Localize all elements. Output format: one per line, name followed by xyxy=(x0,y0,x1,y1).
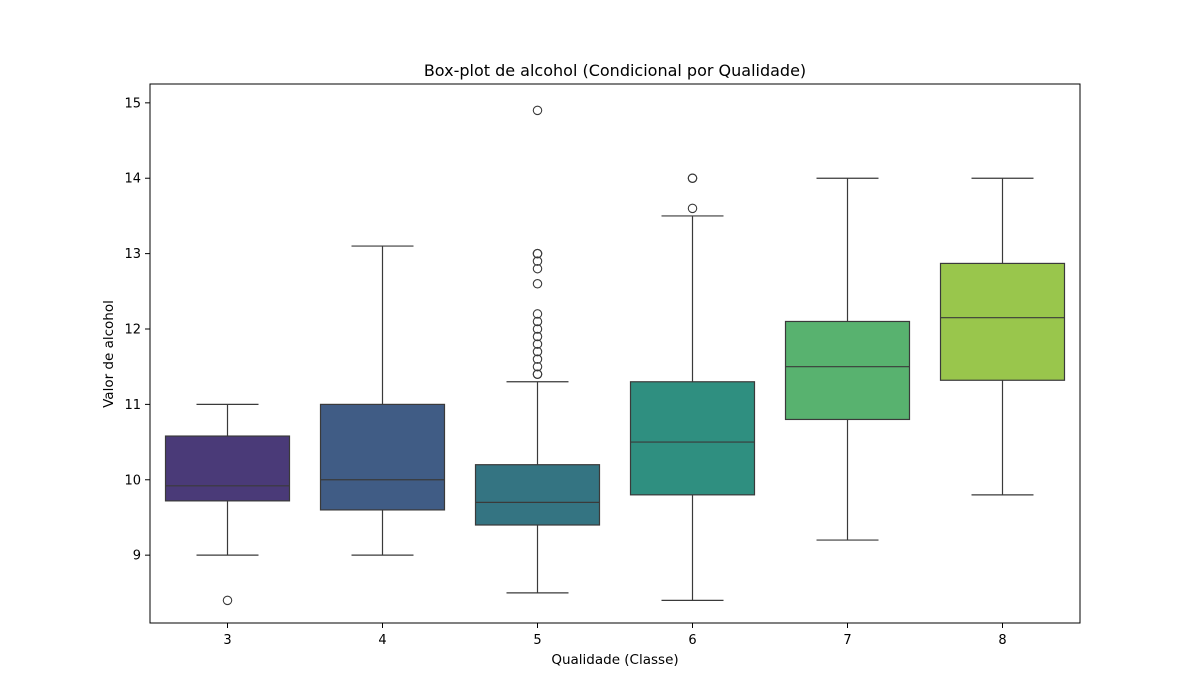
x-tick-label: 7 xyxy=(843,633,851,648)
outlier-point xyxy=(532,263,543,274)
y-tick-label: 14 xyxy=(124,172,141,187)
y-tick-label: 15 xyxy=(124,96,141,111)
y-tick-label: 10 xyxy=(124,473,141,488)
outlier-point xyxy=(222,595,233,606)
x-axis-label: Qualidade (Classe) xyxy=(551,652,678,668)
outlier-point xyxy=(532,324,543,334)
box-8 xyxy=(939,262,1066,381)
box-6 xyxy=(629,381,756,496)
y-tick-label: 13 xyxy=(124,247,141,262)
outlier-point xyxy=(532,309,543,319)
plot-frame xyxy=(149,83,1081,624)
outlier-point xyxy=(687,203,698,214)
box-5 xyxy=(474,464,601,526)
outlier-point xyxy=(532,354,543,364)
box-3 xyxy=(164,435,291,502)
outlier-point xyxy=(532,316,543,327)
x-tick-label: 8 xyxy=(998,633,1006,648)
outlier-point xyxy=(687,173,698,183)
y-axis-label: Valor de alcohol xyxy=(101,300,117,408)
box-4 xyxy=(319,403,446,511)
x-tick-label: 4 xyxy=(378,633,386,648)
y-tick-label: 12 xyxy=(124,323,141,338)
outlier-point xyxy=(532,105,543,116)
outlier-point xyxy=(532,256,543,266)
outlier-point xyxy=(532,346,543,357)
y-tick-label: 9 xyxy=(133,549,141,564)
x-tick-label: 3 xyxy=(223,633,231,648)
x-tick-label: 5 xyxy=(533,633,541,648)
outlier-point xyxy=(532,339,543,349)
outlier-point xyxy=(532,248,543,259)
plot-area: 9 10 11 12 13 14 15 3 4 5 6 7 8 xyxy=(124,96,1066,648)
outlier-point xyxy=(532,361,543,372)
box-7 xyxy=(784,320,911,421)
x-tick-label: 6 xyxy=(688,633,696,648)
outlier-point xyxy=(532,369,543,379)
y-tick-label: 11 xyxy=(124,398,141,413)
chart-title: Box-plot de alcohol (Condicional por Qua… xyxy=(424,61,806,80)
outlier-point xyxy=(532,279,543,289)
outlier-point xyxy=(532,331,543,342)
